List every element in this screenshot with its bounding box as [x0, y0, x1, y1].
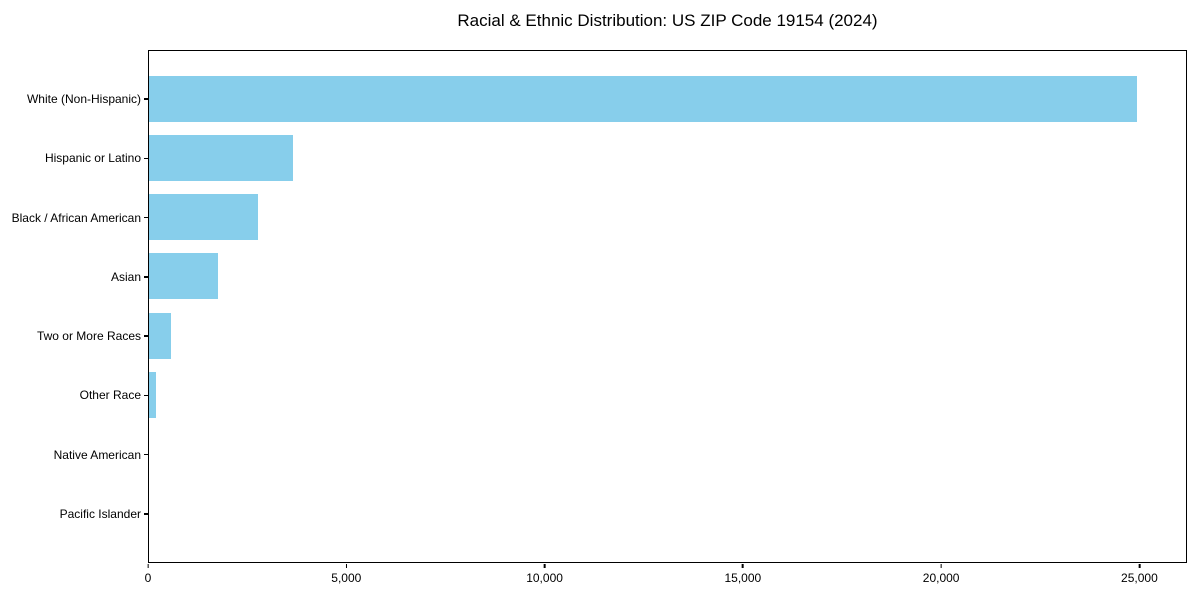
y-row: Other Race: [0, 366, 148, 425]
bar-row: [149, 484, 1186, 543]
x-tick-mark: [147, 564, 149, 568]
bar-row: [149, 365, 1186, 424]
y-row: Black / African American: [0, 188, 148, 247]
x-tick-mark: [345, 564, 348, 568]
y-row: Hispanic or Latino: [0, 129, 148, 188]
bar: [149, 312, 172, 359]
y-tick-label: Two or More Races: [36, 329, 141, 344]
x-tick-label: 0: [144, 571, 152, 585]
y-tick-mark: [144, 98, 148, 100]
y-row: Native American: [0, 425, 148, 484]
y-tick-label: Native American: [53, 447, 141, 462]
bar-row: [149, 306, 1186, 365]
y-tick-label: Other Race: [79, 388, 141, 403]
y-tick-mark: [144, 394, 148, 397]
x-tick-label: 20,000: [922, 571, 960, 585]
y-tick-mark: [144, 335, 148, 337]
bar: [149, 371, 156, 418]
chart-title: Racial & Ethnic Distribution: US ZIP Cod…: [457, 11, 878, 30]
y-axis-labels: White (Non-Hispanic) Hispanic or Latino Bl…: [0, 50, 148, 563]
x-tick: 20,000: [922, 564, 960, 585]
x-tick: 10,000: [526, 564, 563, 585]
x-tick: 5,000: [331, 564, 361, 585]
bar-row: [149, 247, 1186, 306]
bar: [149, 194, 258, 241]
bar: [149, 75, 1137, 122]
y-tick-mark: [144, 453, 148, 456]
bar: [149, 134, 294, 181]
x-tick-mark: [543, 564, 546, 568]
y-row: White (Non-Hispanic): [0, 70, 148, 129]
x-tick-mark: [1138, 564, 1141, 568]
y-tick-label: Hispanic or Latino: [44, 151, 141, 166]
x-tick-label: 25,000: [1121, 571, 1158, 585]
bar-row: [149, 69, 1186, 128]
plot-area: [148, 50, 1187, 563]
y-tick-mark: [144, 157, 148, 160]
x-axis: 0 5,000 10,000 15,000 20,000 25,000: [144, 563, 1187, 593]
y-row: Pacific Islander: [0, 484, 148, 543]
x-tick-label: 15,000: [724, 571, 762, 585]
x-tick: 0: [144, 564, 152, 585]
y-tick-mark: [144, 216, 148, 219]
x-tick: 15,000: [724, 564, 761, 585]
y-tick-label: Asian: [110, 269, 141, 284]
y-row: Two or More Races: [0, 307, 148, 366]
y-row: Asian: [0, 247, 148, 306]
x-tick: 25,000: [1121, 564, 1158, 585]
bar-row: [149, 188, 1186, 247]
bar-row: [149, 425, 1186, 484]
y-tick-label: Pacific Islander: [59, 506, 141, 521]
x-tick-mark: [940, 564, 942, 568]
y-tick-mark: [144, 513, 148, 515]
y-tick-label: Black / African American: [11, 210, 141, 225]
y-tick-label: White (Non-Hispanic): [26, 92, 141, 107]
x-tick-label: 10,000: [526, 571, 563, 585]
bar-row: [149, 128, 1186, 187]
bar: [149, 253, 218, 300]
y-tick-mark: [144, 276, 148, 278]
x-tick-mark: [742, 564, 744, 568]
x-tick-label: 5,000: [331, 571, 362, 585]
